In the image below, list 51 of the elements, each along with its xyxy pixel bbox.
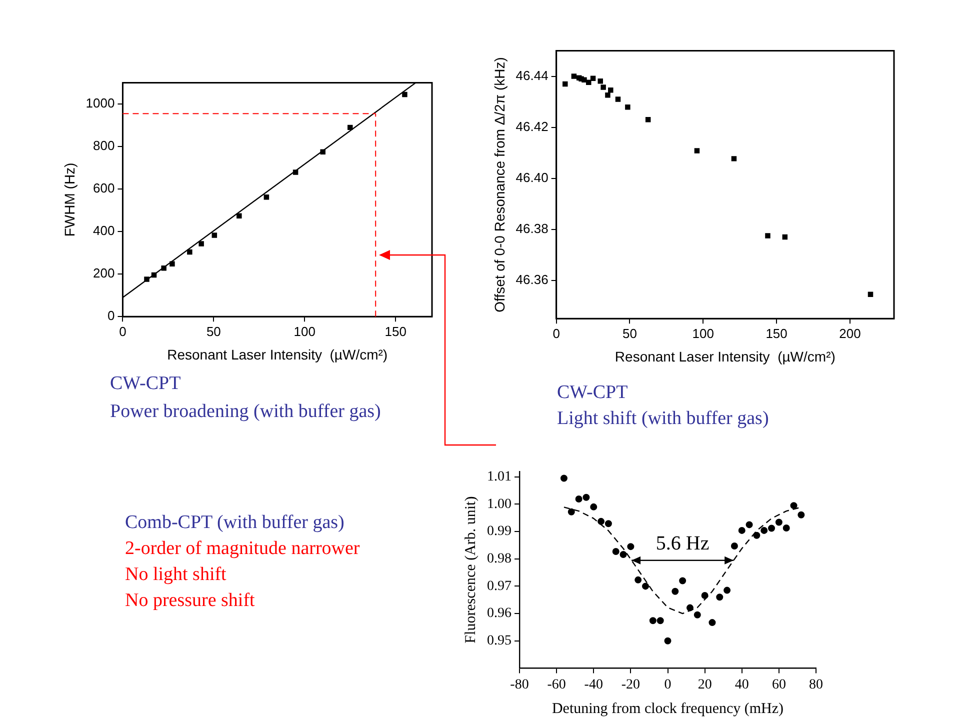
x-tick-label: -20 [621, 677, 640, 692]
x-tick-label: 0 [119, 324, 126, 339]
y-tick-label: 0.96 [487, 606, 512, 622]
y-tick-label: 46.36 [516, 272, 548, 287]
x-tick-label: -80 [510, 677, 529, 692]
x-tick-label: 80 [809, 677, 823, 692]
y-tick-label: 400 [93, 223, 115, 238]
y-tick-label: 0.95 [487, 634, 512, 649]
y-tick-label: 800 [93, 138, 115, 154]
x-axis-title: Resonant Laser Intensity (µW/cm²) [614, 348, 836, 364]
y-tick-label: 0 [107, 308, 115, 324]
x-tick-label: 50 [622, 326, 637, 341]
annotation: 5.6 Hz [656, 532, 710, 555]
y-tick-label: 46.38 [516, 220, 548, 236]
y-tick-label: 46.42 [516, 118, 548, 134]
y-tick-label: 0.99 [487, 524, 512, 540]
x-tick-label: 0 [664, 677, 672, 692]
y-tick-label: 1.00 [487, 496, 512, 512]
text: CW-CPT [110, 373, 181, 395]
x-tick-label: 0 [552, 326, 560, 341]
x-tick-label: 40 [734, 677, 749, 692]
y-tick-label: 0.98 [487, 552, 512, 567]
y-tick-label: 46.40 [516, 170, 548, 185]
y-axis-title: FWHM (Hz) [61, 162, 78, 237]
y-axis-title: Fluorescence (Arb. unit) [462, 496, 479, 644]
text: Comb-CPT (with buffer gas) [125, 512, 344, 534]
y-tick-label: 1.01 [487, 470, 512, 485]
text: CW-CPT [557, 382, 628, 404]
y-tick-label: 0.97 [487, 578, 512, 594]
x-axis-title: Resonant Laser Intensity (µW/cm²) [167, 346, 388, 362]
x-tick-label: 150 [384, 324, 406, 339]
y-tick-label: 600 [93, 180, 115, 196]
x-tick-label: 100 [692, 326, 714, 341]
x-tick-label: 20 [698, 677, 712, 692]
y-axis-title: Offset of 0-0 Resonance from Δ/2π (kHz) [491, 57, 508, 312]
text: No light shift [125, 564, 226, 586]
x-tick-label: -60 [547, 677, 566, 692]
x-tick-label: 200 [839, 326, 861, 341]
text: Power broadening (with buffer gas) [110, 401, 381, 423]
x-tick-label: 50 [206, 324, 221, 339]
x-tick-label: -40 [584, 677, 603, 692]
y-tick-label: 1000 [86, 96, 115, 111]
x-tick-label: 150 [766, 326, 788, 341]
y-tick-label: 46.44 [516, 68, 548, 83]
x-tick-label: 60 [772, 677, 786, 692]
x-axis-title: Detuning from clock frequency (mHz) [552, 700, 784, 717]
text: No pressure shift [125, 590, 255, 612]
text: 2-order of magnitude narrower [125, 538, 360, 560]
y-tick-label: 200 [93, 266, 115, 281]
x-tick-label: 100 [294, 324, 316, 339]
text: Light shift (with buffer gas) [557, 408, 769, 430]
